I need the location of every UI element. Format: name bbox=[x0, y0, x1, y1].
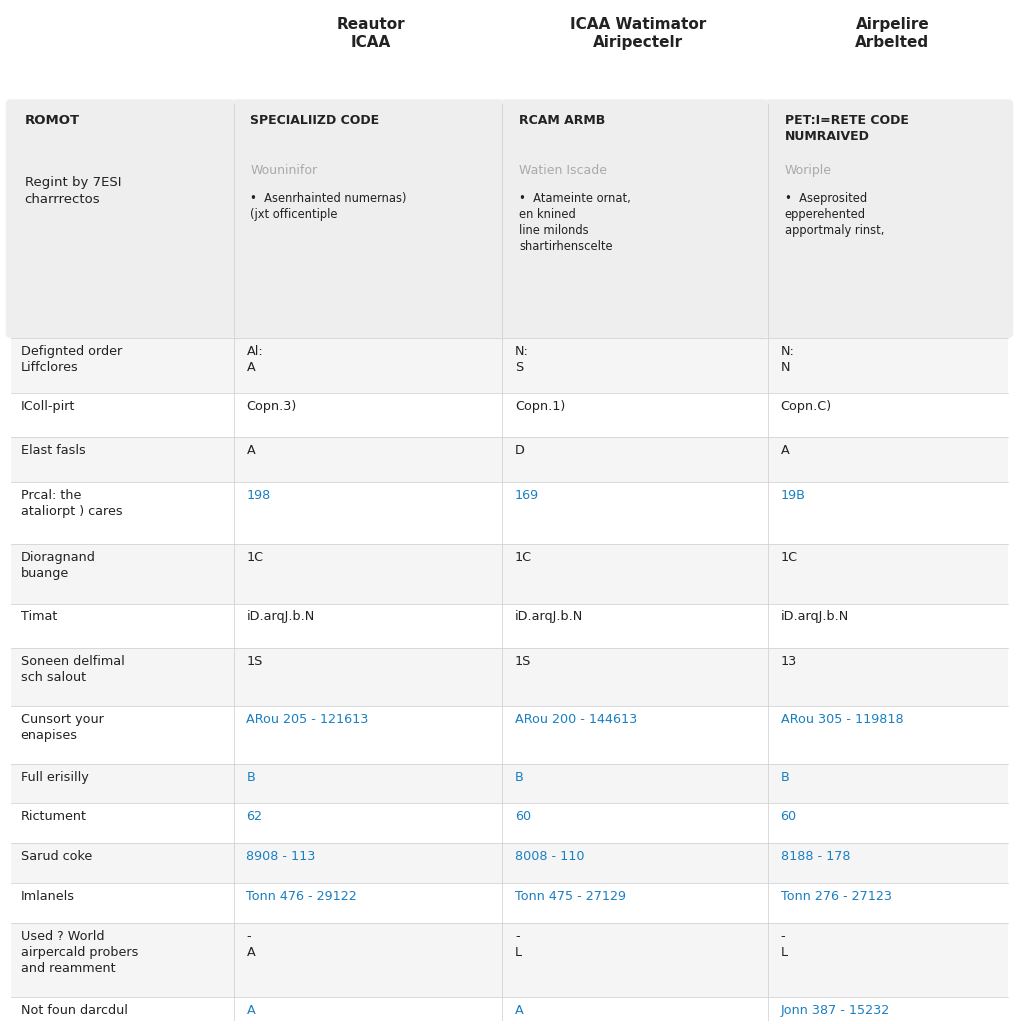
Text: Copn.1): Copn.1) bbox=[515, 399, 565, 413]
Text: 8188 - 178: 8188 - 178 bbox=[780, 850, 850, 863]
FancyBboxPatch shape bbox=[10, 706, 1009, 764]
Text: 1C: 1C bbox=[247, 551, 263, 564]
Text: -
A: - A bbox=[247, 930, 255, 958]
Text: iD.arqJ.b.N: iD.arqJ.b.N bbox=[780, 610, 849, 624]
FancyBboxPatch shape bbox=[10, 482, 1009, 544]
Text: Copn.3): Copn.3) bbox=[247, 399, 297, 413]
Text: B: B bbox=[515, 771, 523, 783]
Text: Not foun darcdul: Not foun darcdul bbox=[20, 1005, 128, 1017]
Text: Jonn 387 - 15232: Jonn 387 - 15232 bbox=[780, 1005, 890, 1017]
Text: 198: 198 bbox=[247, 489, 270, 502]
Text: A: A bbox=[780, 444, 790, 458]
Text: ARou 200 - 144613: ARou 200 - 144613 bbox=[515, 713, 637, 726]
FancyBboxPatch shape bbox=[10, 603, 1009, 648]
Text: 169: 169 bbox=[515, 489, 539, 502]
Text: Cunsort your
enapises: Cunsort your enapises bbox=[20, 713, 103, 742]
Text: Timat: Timat bbox=[20, 610, 57, 624]
FancyBboxPatch shape bbox=[766, 99, 1014, 338]
Text: 8908 - 113: 8908 - 113 bbox=[247, 850, 315, 863]
Text: Wouninifor: Wouninifor bbox=[251, 164, 317, 177]
Text: Sarud coke: Sarud coke bbox=[20, 850, 92, 863]
Text: •  Atameinte ornat,
en knined
line milonds
shartirhenscelte: • Atameinte ornat, en knined line milond… bbox=[519, 191, 631, 253]
FancyBboxPatch shape bbox=[10, 544, 1009, 603]
FancyBboxPatch shape bbox=[6, 99, 236, 338]
Text: Airpelire
Arbelted: Airpelire Arbelted bbox=[855, 16, 930, 50]
Text: 19B: 19B bbox=[780, 489, 806, 502]
FancyBboxPatch shape bbox=[10, 843, 1009, 883]
Text: Tonn 476 - 29122: Tonn 476 - 29122 bbox=[247, 890, 357, 903]
Text: D: D bbox=[515, 444, 525, 458]
Text: Rictument: Rictument bbox=[20, 810, 87, 823]
Text: 8008 - 110: 8008 - 110 bbox=[515, 850, 585, 863]
Text: iD.arqJ.b.N: iD.arqJ.b.N bbox=[515, 610, 584, 624]
Text: Reautor
ICAA: Reautor ICAA bbox=[337, 16, 406, 50]
Text: -
L: - L bbox=[515, 930, 522, 958]
Text: 62: 62 bbox=[247, 810, 262, 823]
FancyBboxPatch shape bbox=[500, 99, 770, 338]
Text: Defignted order
Liffclores: Defignted order Liffclores bbox=[20, 345, 122, 374]
Text: Watien Iscade: Watien Iscade bbox=[519, 164, 607, 177]
FancyBboxPatch shape bbox=[10, 437, 1009, 482]
Text: A: A bbox=[247, 1005, 255, 1017]
Text: Tonn 475 - 27129: Tonn 475 - 27129 bbox=[515, 890, 626, 903]
Text: Al:
A: Al: A bbox=[247, 345, 263, 374]
Text: Used ? World
airpercald probers
and reamment: Used ? World airpercald probers and ream… bbox=[20, 930, 138, 975]
Text: ROMOT: ROMOT bbox=[25, 114, 80, 127]
Text: iD.arqJ.b.N: iD.arqJ.b.N bbox=[247, 610, 314, 624]
Text: Elast fasls: Elast fasls bbox=[20, 444, 85, 458]
Text: A: A bbox=[515, 1005, 523, 1017]
Text: PET:I=RETE CODE
NUMRAIVED: PET:I=RETE CODE NUMRAIVED bbox=[784, 114, 908, 142]
Text: A: A bbox=[247, 444, 255, 458]
Text: N:
S: N: S bbox=[515, 345, 528, 374]
FancyBboxPatch shape bbox=[10, 923, 1009, 997]
FancyBboxPatch shape bbox=[231, 99, 504, 338]
Text: RCAM ARMB: RCAM ARMB bbox=[519, 114, 605, 127]
Text: Prcal: the
ataliorpt ) cares: Prcal: the ataliorpt ) cares bbox=[20, 489, 122, 518]
Text: Copn.C): Copn.C) bbox=[780, 399, 831, 413]
Text: •  Asenrhainted numernas)
(jxt officentiple: • Asenrhainted numernas) (jxt officentip… bbox=[251, 191, 407, 221]
Text: ARou 305 - 119818: ARou 305 - 119818 bbox=[780, 713, 903, 726]
Text: Dioragnand
buange: Dioragnand buange bbox=[20, 551, 95, 580]
Text: Tonn 276 - 27123: Tonn 276 - 27123 bbox=[780, 890, 892, 903]
Text: Imlanels: Imlanels bbox=[20, 890, 75, 903]
Text: 1C: 1C bbox=[515, 551, 532, 564]
Text: ICAA Watimator
Airipectelr: ICAA Watimator Airipectelr bbox=[569, 16, 706, 50]
FancyBboxPatch shape bbox=[10, 883, 1009, 923]
FancyBboxPatch shape bbox=[10, 338, 1009, 392]
FancyBboxPatch shape bbox=[10, 392, 1009, 437]
FancyBboxPatch shape bbox=[10, 648, 1009, 706]
Text: SPECIALIIZD CODE: SPECIALIIZD CODE bbox=[251, 114, 380, 127]
Text: 60: 60 bbox=[780, 810, 797, 823]
Text: ARou 205 - 121613: ARou 205 - 121613 bbox=[247, 713, 369, 726]
Text: Full erisilly: Full erisilly bbox=[20, 771, 88, 783]
Text: B: B bbox=[780, 771, 790, 783]
Text: -
L: - L bbox=[780, 930, 787, 958]
Text: Regint by 7ESI
charrrectos: Regint by 7ESI charrrectos bbox=[25, 176, 121, 206]
Text: 60: 60 bbox=[515, 810, 531, 823]
Text: 1S: 1S bbox=[247, 655, 263, 669]
Text: 1C: 1C bbox=[780, 551, 798, 564]
FancyBboxPatch shape bbox=[10, 804, 1009, 843]
Text: Soneen delfimal
sch salout: Soneen delfimal sch salout bbox=[20, 655, 125, 684]
FancyBboxPatch shape bbox=[10, 997, 1009, 1024]
Text: N:
N: N: N bbox=[780, 345, 795, 374]
FancyBboxPatch shape bbox=[10, 764, 1009, 804]
Text: B: B bbox=[247, 771, 255, 783]
Text: 13: 13 bbox=[780, 655, 797, 669]
Text: Woriple: Woriple bbox=[784, 164, 831, 177]
Text: 1S: 1S bbox=[515, 655, 531, 669]
Text: IColl-pirt: IColl-pirt bbox=[20, 399, 75, 413]
Text: •  Aseprosited
epperehented
apportmaly rinst,: • Aseprosited epperehented apportmaly ri… bbox=[784, 191, 884, 237]
